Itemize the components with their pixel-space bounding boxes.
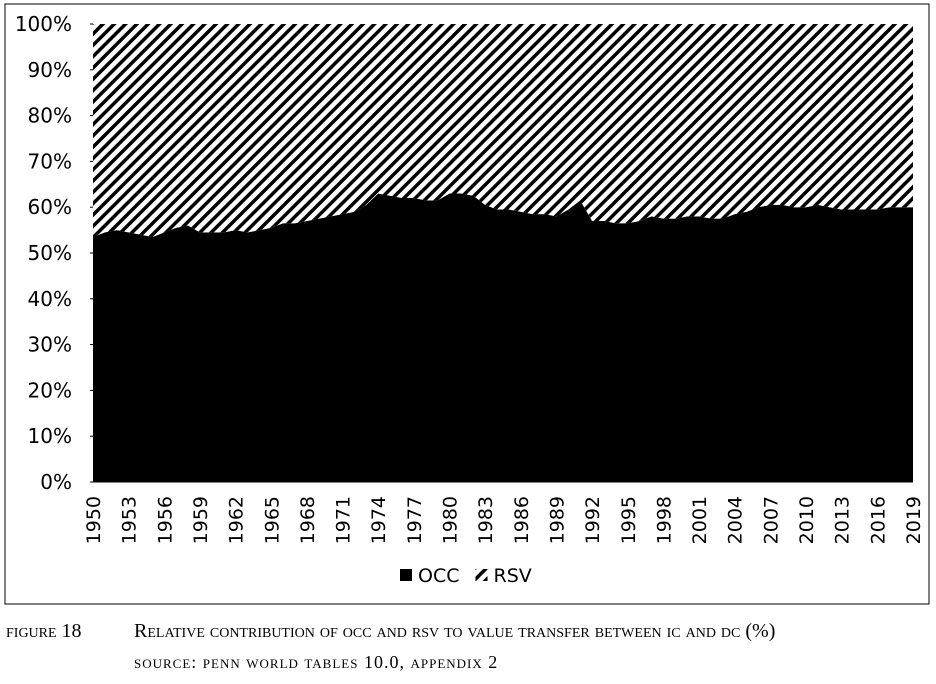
x-tick-label: 2016 — [867, 496, 889, 544]
x-tick-label: 1956 — [154, 496, 176, 544]
x-tick-label: 1983 — [475, 496, 497, 544]
y-tick-label: 50% — [28, 241, 72, 265]
y-tick-label: 20% — [28, 378, 72, 402]
area — [93, 24, 913, 237]
y-tick-label: 10% — [28, 424, 72, 448]
x-tick-label: 1965 — [261, 496, 283, 544]
legend-swatch — [475, 569, 488, 581]
x-tick-label: 1959 — [190, 496, 212, 544]
y-tick-label: 100% — [15, 12, 72, 36]
x-tick-label: 2019 — [903, 496, 925, 544]
x-tick-label: 2007 — [760, 496, 782, 544]
y-tick-label: 30% — [28, 333, 72, 357]
x-tick-label: 2004 — [725, 496, 747, 544]
legend-label: RSV — [494, 565, 532, 587]
x-tick-label: 1980 — [440, 496, 462, 544]
x-tick-label: 1971 — [333, 496, 355, 544]
y-tick-label: 40% — [28, 287, 72, 311]
x-tick-label: 1992 — [582, 496, 604, 544]
x-tick-label: 1989 — [546, 496, 568, 544]
caption: Relative contribution of occ and rsv to … — [134, 620, 775, 642]
x-tick-label: 1974 — [368, 496, 390, 544]
y-tick-label: 70% — [28, 149, 72, 173]
x-tick-label: 1953 — [119, 496, 141, 544]
y-tick-label: 0% — [40, 470, 72, 494]
x-tick-label: 1986 — [511, 496, 533, 544]
x-tick-label: 1962 — [226, 496, 248, 544]
figure-label: figure 18 — [6, 620, 82, 642]
area — [93, 193, 913, 482]
x-tick-label: 1977 — [404, 496, 426, 544]
y-tick-label: 80% — [28, 104, 72, 128]
x-tick-label: 2001 — [689, 496, 711, 544]
legend-swatch — [400, 569, 412, 581]
x-tick-label: 1995 — [618, 496, 640, 544]
x-tick-label: 1968 — [297, 496, 319, 544]
legend-label: OCC — [418, 565, 460, 587]
x-tick-label: 1998 — [653, 496, 675, 544]
y-tick-label: 60% — [28, 195, 72, 219]
x-tick-label: 2010 — [796, 496, 818, 544]
y-tick-label: 90% — [28, 58, 72, 82]
source: source: penn world tables 10.0, appendix… — [134, 652, 498, 672]
x-tick-label: 2013 — [832, 496, 854, 544]
x-tick-label: 1950 — [83, 496, 105, 544]
